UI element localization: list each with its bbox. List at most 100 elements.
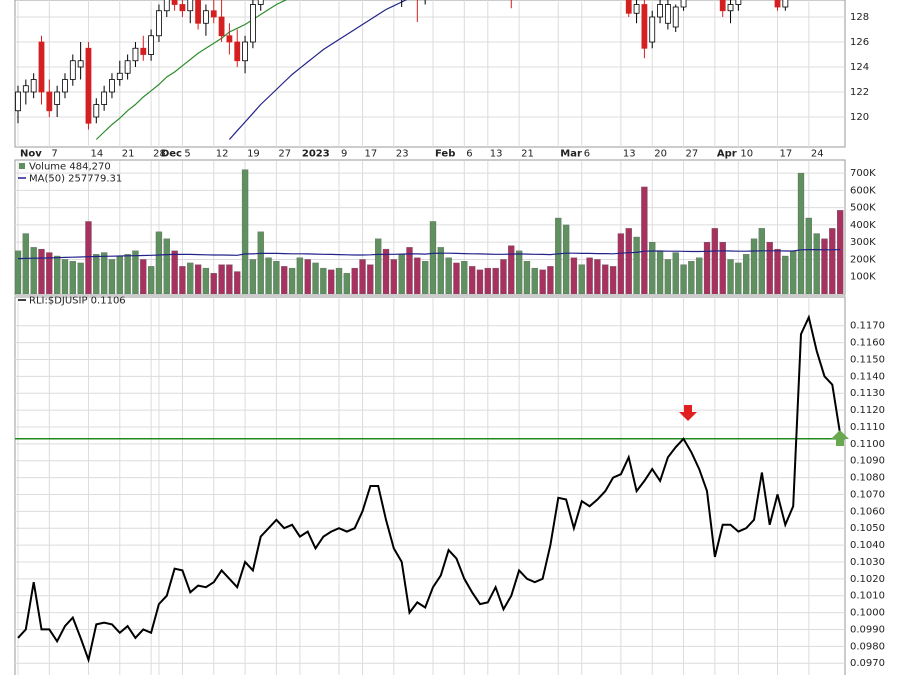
volume-bar — [328, 269, 335, 294]
volume-bar — [93, 254, 100, 294]
candle-body — [69, 60, 76, 80]
candle-body — [727, 4, 734, 12]
y-tick-label: 0.1010 — [850, 591, 885, 602]
x-tick-label: 24 — [811, 149, 824, 160]
volume-bar — [445, 257, 452, 294]
y-tick-label: 0.0990 — [850, 624, 885, 635]
volume-bar — [539, 269, 546, 294]
candle-body — [218, 16, 225, 37]
volume-bar — [406, 247, 413, 294]
x-tick-label: 27 — [686, 149, 699, 160]
candle-body — [242, 41, 248, 62]
x-tick-label: 13 — [490, 149, 503, 160]
volume-bar — [15, 250, 22, 294]
volume-bar — [468, 266, 476, 294]
volume-bar — [382, 248, 390, 294]
volume-bar — [484, 267, 491, 294]
candle-body — [124, 60, 131, 74]
volume-bar — [821, 238, 828, 294]
volume-bar — [805, 217, 812, 294]
volume-bar — [187, 262, 194, 294]
volume-bar — [85, 221, 92, 294]
x-tick-label: Nov — [20, 149, 42, 160]
volume-bar — [304, 259, 311, 294]
y-tick-label: 0.1060 — [850, 506, 885, 517]
y-tick-label: 0.1160 — [850, 338, 885, 349]
legend-label: Volume 484,270 — [29, 162, 111, 173]
candle-body — [664, 4, 671, 24]
volume-bar — [766, 242, 773, 294]
x-tick-label: 27 — [278, 149, 291, 160]
x-tick-label: 6 — [584, 149, 590, 160]
candle-body — [62, 79, 68, 93]
volume-bar — [132, 250, 139, 294]
y-tick-label: 0.0970 — [850, 658, 885, 669]
y-tick-label: 0.1150 — [850, 354, 885, 365]
volume-bar — [547, 266, 554, 294]
volume-bar — [194, 264, 202, 294]
volume-bar — [288, 267, 296, 294]
volume-bar — [586, 257, 593, 294]
x-tick-label: 14 — [90, 149, 103, 160]
y-tick-label: 0.1080 — [850, 473, 885, 484]
candle-body — [195, 0, 201, 24]
y-tick-label: 500K — [850, 203, 876, 214]
volume-bar — [210, 273, 217, 294]
volume-bar — [273, 261, 280, 294]
x-tick-label: 19 — [247, 149, 260, 160]
volume-bar — [320, 267, 327, 294]
x-tick-label: 20 — [654, 149, 667, 160]
x-tick-label: 5 — [184, 149, 190, 160]
candle-body — [171, 0, 178, 5]
ratio-line — [17, 314, 842, 664]
volume-bar — [77, 262, 84, 294]
volume-bar — [829, 228, 836, 294]
candle-body — [210, 10, 217, 18]
y-tick-label: 124 — [850, 62, 869, 73]
volume-bar — [140, 259, 147, 294]
moving-average — [95, 0, 288, 140]
legend-label: MA(50) 257779.31 — [29, 174, 122, 185]
volume-bar — [696, 257, 703, 294]
volume-bar — [743, 254, 750, 294]
volume-bar — [649, 242, 656, 294]
x-tick-label: 6 — [466, 149, 472, 160]
volume-bar — [234, 271, 241, 294]
volume-bar — [296, 257, 304, 294]
volume-bar — [633, 236, 640, 294]
x-tick-label: 17 — [365, 149, 378, 160]
candle-body — [156, 10, 162, 37]
x-tick-label: 2023 — [302, 149, 330, 160]
volume-bar — [163, 238, 170, 294]
x-tick-label: Dec — [161, 149, 182, 160]
volume-bar — [531, 267, 538, 294]
x-tick-label: 10 — [740, 149, 753, 160]
candle-body — [46, 91, 53, 112]
volume-bar — [116, 255, 123, 294]
candle-body — [249, 4, 256, 43]
y-tick-label: 0.1040 — [850, 540, 885, 551]
volume-bar — [680, 264, 687, 294]
volume-bar — [735, 262, 742, 294]
volume-bar — [38, 248, 45, 294]
x-tick-label: Feb — [435, 149, 455, 160]
candle-body — [148, 35, 155, 55]
candle-body — [774, 0, 781, 8]
x-tick-label: 12 — [216, 149, 229, 160]
x-tick-label: 9 — [341, 149, 347, 160]
candle-body — [54, 91, 61, 105]
x-tick-label: Mar — [560, 149, 582, 160]
candle-body — [782, 0, 789, 8]
volume-bar — [656, 250, 664, 294]
y-tick-label: 126 — [850, 37, 869, 48]
volume-bar — [797, 172, 805, 294]
volume-bar — [257, 231, 264, 294]
volume-bar — [602, 264, 609, 294]
volume-bar — [422, 261, 429, 294]
volume-bar — [711, 228, 719, 294]
y-tick-label: 0.1020 — [850, 574, 885, 585]
y-tick-label: 0.1090 — [850, 456, 885, 467]
volume-bar — [453, 262, 460, 294]
candle-body — [179, 4, 186, 12]
x-tick-label: 28 — [153, 149, 166, 160]
